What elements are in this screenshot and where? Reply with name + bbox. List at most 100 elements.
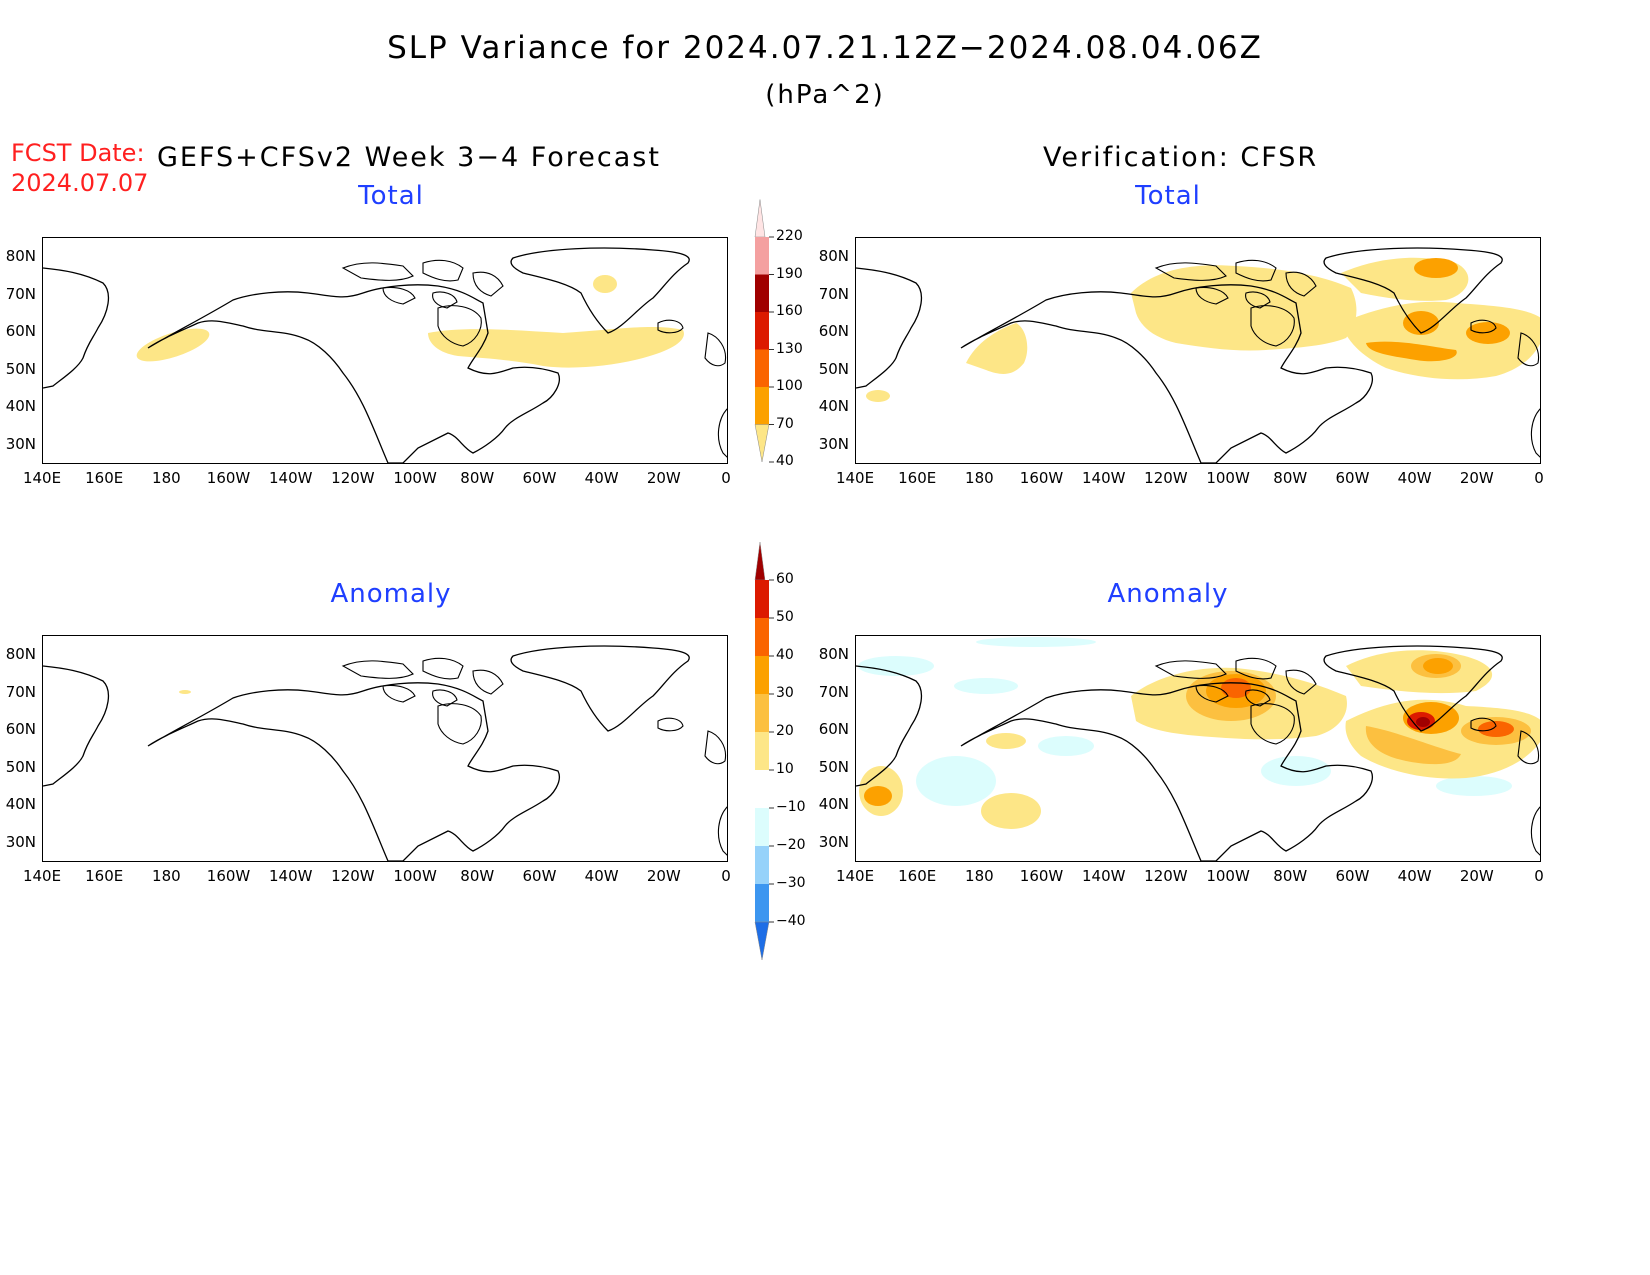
lat-tick-label: 60N [5, 720, 36, 738]
map-verification-total-canvas [856, 247, 1540, 463]
map-forecast-anomaly [42, 635, 728, 862]
verification-heading: Verification: CFSR [1043, 142, 1319, 173]
lat-tick-label: 30N [818, 434, 849, 453]
colorbar-level-label: 220 [776, 228, 803, 244]
lon-tick-label: 160W [206, 469, 251, 487]
lat-tick-label: 40N [818, 397, 849, 415]
lat-tick-label: 60N [818, 720, 849, 738]
colorbar-level-label: −30 [776, 875, 806, 891]
lon-tick-label: 180 [965, 469, 994, 487]
colorbar-swatch [755, 387, 769, 425]
lon-tick-label: 80W [1273, 867, 1308, 885]
colorbar-level-label: 30 [776, 685, 794, 701]
colorbar-swatch [755, 846, 769, 884]
lat-tick-label: 50N [818, 359, 849, 378]
colorbar-swatch [755, 656, 769, 694]
lat-tick-label: 30N [5, 434, 36, 453]
lon-tick-label: 40W [1397, 867, 1432, 885]
lon-tick-label: 60W [522, 469, 557, 487]
map-verification-anomaly-canvas [856, 637, 1540, 861]
panel-title-verification-total: Total [1135, 181, 1201, 211]
forecast-date-value: 2024.07.07 [11, 169, 149, 197]
colorbar-swatch [755, 884, 769, 922]
variance-shading [136, 275, 684, 368]
lon-tick-label: 60W [522, 867, 557, 885]
map-verification-anomaly [855, 635, 1541, 862]
lon-tick-label: 0 [1534, 469, 1544, 487]
chart-title: SLP Variance for 2024.07.21.12Z−2024.08.… [387, 30, 1263, 66]
lat-tick-label: 50N [818, 757, 849, 776]
lon-tick-label: 20W [646, 867, 681, 885]
lon-tick-label: 160W [1019, 469, 1064, 487]
map-forecast-anomaly-canvas [43, 645, 727, 861]
lat-tick-label: 50N [5, 757, 36, 776]
lat-tick-label: 80N [5, 645, 36, 663]
colorbar-level-label: 40 [776, 453, 794, 469]
lat-tick-label: 70N [818, 284, 849, 303]
lon-tick-label: 160E [898, 867, 937, 885]
lon-tick-label: 180 [965, 867, 994, 885]
lon-tick-label: 160W [206, 867, 251, 885]
colorbar-cap-top [754, 541, 766, 581]
lon-tick-label: 180 [152, 469, 181, 487]
colorbar-swatch [755, 732, 769, 770]
colorbar-level-label: 130 [776, 340, 803, 357]
colorbar-swatch [755, 694, 769, 732]
colorbar-anomaly: 60 50 40 30 20 10 −10 −20 −30 −40 [754, 540, 815, 961]
lat-tick-label: 60N [5, 322, 36, 340]
lon-tick-label: 100W [393, 867, 437, 885]
colorbar-level-label: 40 [776, 647, 794, 663]
anomaly-shading [179, 690, 191, 694]
lon-tick-label: 40W [584, 469, 619, 487]
colorbar-anomaly-svg [754, 541, 774, 961]
panel-title-verification-anomaly: Anomaly [1107, 579, 1229, 609]
lon-tick-label: 20W [1459, 867, 1494, 885]
lon-tick-label: 140E [835, 469, 875, 487]
variance-shading [866, 257, 1540, 402]
lon-tick-label: 60W [1335, 469, 1370, 487]
lon-tick-label: 140W [1081, 469, 1126, 487]
colorbar-swatch [755, 618, 769, 656]
units-label: (hPa^2) [765, 80, 885, 110]
lon-tick-label: 160E [898, 469, 937, 487]
colorbar-total-svg [754, 199, 774, 463]
lat-tick-label: 70N [5, 682, 36, 701]
lat-tick-label: 80N [818, 247, 849, 265]
colorbar-swatch [755, 349, 769, 387]
lon-tick-label: 0 [1534, 867, 1544, 885]
lon-tick-label: 140W [268, 469, 313, 487]
forecast-date-block: FCST Date: 2024.07.07 [11, 138, 148, 198]
colorbar-swatch [755, 312, 769, 350]
colorbar-level-label: −10 [776, 799, 806, 815]
lat-tick-label: 40N [5, 397, 36, 415]
colorbar-level-label: 190 [776, 265, 803, 282]
lon-tick-label: 80W [460, 469, 495, 487]
colorbar-level-label: 160 [776, 303, 803, 319]
colorbar-level-label: 10 [776, 761, 794, 777]
colorbar-level-label: −40 [776, 913, 806, 929]
lon-tick-label: 120W [1144, 469, 1188, 487]
lon-tick-label: 140W [268, 867, 313, 885]
panel-title-forecast-total: Total [358, 181, 424, 211]
lon-tick-label: 40W [1397, 469, 1432, 487]
lat-tick-label: 50N [5, 359, 36, 378]
lon-tick-label: 0 [721, 469, 731, 487]
colorbar-level-label: 20 [776, 723, 794, 739]
colorbar-swatch [755, 237, 769, 275]
lat-tick-label: 80N [5, 247, 36, 265]
lon-tick-label: 140W [1081, 867, 1126, 885]
lon-tick-label: 160E [85, 867, 124, 885]
lon-tick-label: 100W [1206, 469, 1250, 487]
colorbar-level-label: 60 [776, 571, 794, 587]
lon-tick-label: 80W [460, 867, 495, 885]
lon-tick-label: 60W [1335, 867, 1370, 885]
map-forecast-total-canvas [43, 247, 727, 463]
colorbar-total: 220 190 160 130 100 70 40 [754, 198, 815, 503]
colorbar-swatch [755, 770, 769, 808]
lon-tick-label: 140E [22, 867, 62, 885]
lon-tick-label: 100W [1206, 867, 1250, 885]
lon-tick-label: 100W [393, 469, 437, 487]
lon-tick-label: 120W [331, 469, 375, 487]
colorbar-cap-bottom [754, 921, 770, 961]
lon-tick-label: 120W [1144, 867, 1188, 885]
